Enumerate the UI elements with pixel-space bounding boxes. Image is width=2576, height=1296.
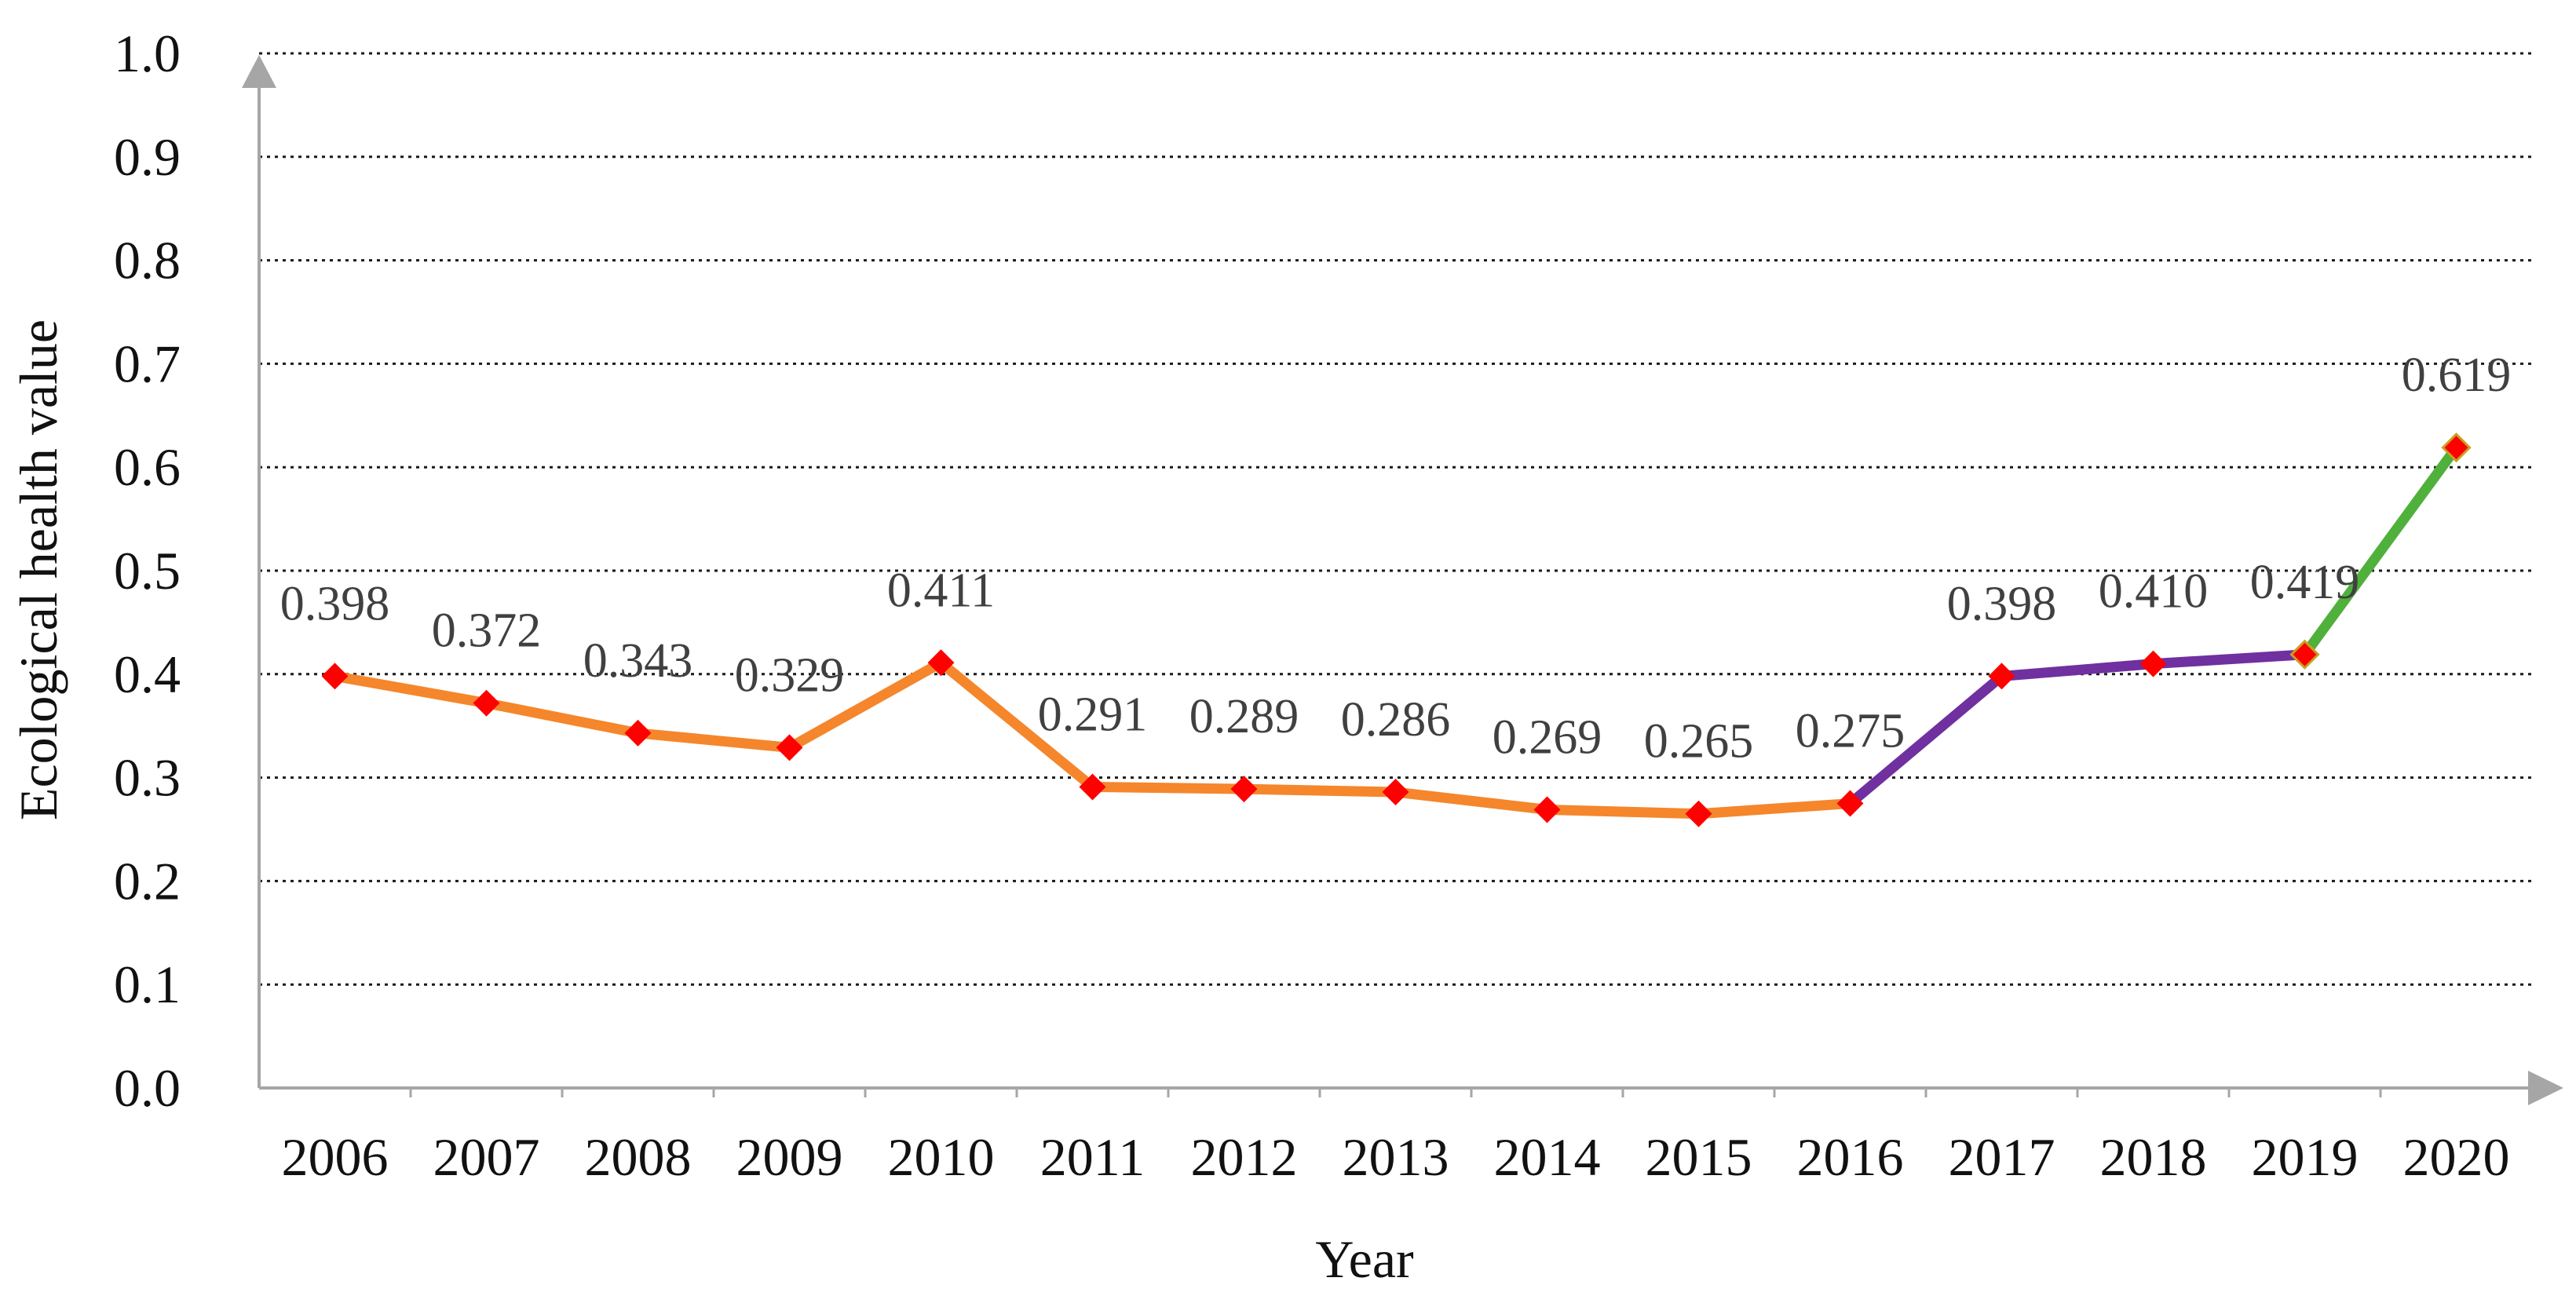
data-label: 0.372	[432, 604, 542, 658]
y-tick-label: 0.0	[114, 1058, 181, 1118]
data-label: 0.619	[2402, 349, 2512, 402]
data-point-marker	[1382, 779, 1409, 806]
data-point-marker	[321, 663, 349, 690]
data-markers	[321, 433, 2472, 827]
data-labels: 0.398 0.372 0.343 0.329 0.411 0.291 0.289 0.286…	[280, 349, 2512, 768]
data-point-marker	[1230, 776, 1258, 803]
data-point-marker	[473, 689, 500, 717]
data-point-marker	[1533, 796, 1561, 823]
x-tick-label: 2018	[2100, 1127, 2207, 1187]
y-tick-label: 0.7	[114, 334, 181, 393]
x-tick-label: 2015	[1646, 1127, 1752, 1187]
series-lines	[330, 442, 2461, 820]
data-label: 0.343	[583, 634, 693, 688]
data-label: 0.398	[1947, 577, 2057, 630]
y-tick-label: 0.9	[114, 127, 181, 187]
y-axis-title: Ecological health value	[9, 319, 68, 820]
y-tick-label: 0.1	[114, 955, 181, 1014]
data-point-marker	[1988, 663, 2015, 690]
x-tick-labels: 2006 2007 2008 2009 2010 2011 2012 2013 2014 2015…	[282, 1127, 2510, 1187]
y-tick-label: 1.0	[114, 24, 181, 83]
data-point-marker	[1836, 790, 1864, 817]
data-point-marker	[776, 734, 803, 761]
y-tick-label: 0.5	[114, 541, 181, 601]
y-axis-arrow	[242, 55, 276, 88]
x-tick-label: 2013	[1343, 1127, 1449, 1187]
data-label: 0.286	[1341, 693, 1451, 747]
x-tick-label: 2016	[1797, 1127, 1904, 1187]
x-tick-label: 2012	[1191, 1127, 1298, 1187]
x-tick-label: 2011	[1040, 1127, 1145, 1187]
series-line-segment	[1845, 649, 2310, 809]
y-tick-label: 0.2	[114, 851, 181, 911]
data-label: 0.398	[280, 577, 390, 630]
x-tick-label: 2010	[888, 1127, 995, 1187]
y-tick-label: 0.4	[114, 644, 181, 704]
data-label: 0.411	[887, 564, 995, 617]
x-axis-title: Year	[1315, 1229, 1414, 1289]
data-point-marker	[624, 719, 652, 747]
y-tick-label: 0.8	[114, 231, 181, 290]
data-point-marker	[1685, 800, 1712, 827]
data-label: 0.410	[2099, 565, 2209, 619]
data-point-marker	[2289, 639, 2320, 670]
data-label: 0.289	[1189, 690, 1299, 743]
y-tick-label: 0.3	[114, 748, 181, 808]
x-tick-label: 2008	[585, 1127, 692, 1187]
data-point-marker	[1079, 773, 1106, 801]
x-tick-label: 2020	[2403, 1127, 2510, 1187]
series-line-segment	[2300, 442, 2461, 660]
x-tick-label: 2006	[282, 1127, 389, 1187]
data-label: 0.329	[735, 648, 845, 702]
y-tick-label: 0.6	[114, 437, 181, 497]
x-tick-label: 2019	[2252, 1127, 2359, 1187]
gridlines	[259, 52, 2532, 986]
data-label: 0.275	[1796, 705, 1906, 758]
data-point-marker	[2441, 433, 2472, 463]
data-point-marker	[927, 649, 955, 677]
data-label: 0.291	[1038, 688, 1148, 741]
data-label: 0.419	[2250, 556, 2360, 609]
x-tick-label: 2014	[1494, 1127, 1601, 1187]
x-tick-label: 2007	[433, 1127, 540, 1187]
x-tick-label: 2017	[1949, 1127, 2055, 1187]
x-tick-label: 2009	[736, 1127, 843, 1187]
x-axis-arrow	[2528, 1071, 2563, 1105]
y-tick-labels: 0.0 0.1 0.2 0.3 0.4 0.5 0.6 0.7 0.8 0.9 1.0	[114, 24, 181, 1118]
axes	[242, 55, 2563, 1105]
data-label: 0.269	[1493, 710, 1602, 764]
data-point-marker	[2139, 650, 2167, 677]
data-label: 0.265	[1644, 715, 1754, 768]
